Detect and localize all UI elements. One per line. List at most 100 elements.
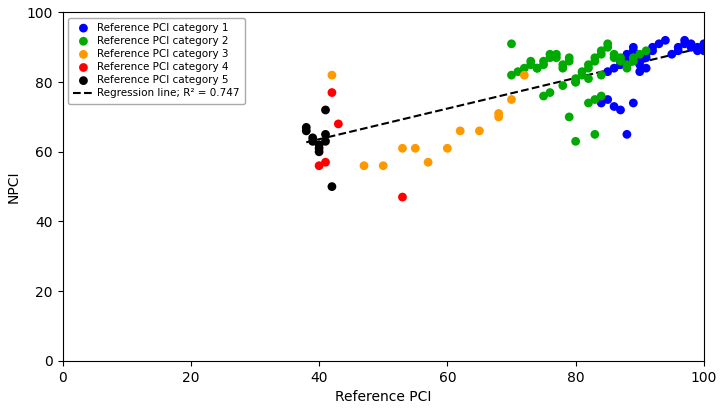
Reference PCI category 1 — [666, 51, 678, 58]
Reference PCI category 2 — [576, 68, 588, 75]
Reference PCI category 5 — [313, 148, 325, 155]
Reference PCI category 5 — [300, 127, 312, 134]
Reference PCI category 1 — [679, 41, 691, 47]
Reference PCI category 2 — [583, 61, 594, 68]
Reference PCI category 2 — [570, 79, 581, 85]
Reference PCI category 5 — [307, 134, 319, 141]
Reference PCI category 1 — [615, 61, 626, 68]
Reference PCI category 2 — [563, 58, 575, 65]
Reference PCI category 2 — [583, 65, 594, 72]
Reference PCI category 1 — [698, 48, 710, 54]
Reference PCI category 1 — [608, 103, 620, 110]
Reference PCI category 3 — [326, 72, 337, 79]
Reference PCI category 2 — [525, 58, 536, 65]
Reference PCI category 2 — [583, 100, 594, 106]
Y-axis label: NPCI: NPCI — [7, 171, 21, 203]
Reference PCI category 3 — [397, 145, 408, 152]
Reference PCI category 1 — [608, 65, 620, 72]
Reference PCI category 1 — [640, 65, 652, 72]
Reference PCI category 4 — [326, 89, 337, 96]
Reference PCI category 2 — [595, 51, 607, 58]
Reference PCI category 5 — [307, 138, 319, 145]
X-axis label: Reference PCI: Reference PCI — [335, 390, 432, 404]
Reference PCI category 3 — [377, 162, 389, 169]
Reference PCI category 2 — [538, 93, 550, 99]
Reference PCI category 1 — [602, 96, 613, 103]
Reference PCI category 1 — [628, 48, 639, 54]
Reference PCI category 1 — [615, 107, 626, 113]
Reference PCI category 2 — [505, 72, 517, 79]
Reference PCI category 1 — [621, 54, 633, 61]
Reference PCI category 1 — [698, 41, 710, 47]
Reference PCI category 1 — [621, 51, 633, 58]
Reference PCI category 2 — [505, 41, 517, 47]
Reference PCI category 2 — [550, 51, 562, 58]
Reference PCI category 1 — [634, 58, 646, 65]
Reference PCI category 5 — [300, 124, 312, 131]
Reference PCI category 2 — [634, 51, 646, 58]
Reference PCI category 1 — [660, 37, 671, 44]
Reference PCI category 3 — [410, 145, 421, 152]
Reference PCI category 2 — [595, 72, 607, 79]
Reference PCI category 2 — [615, 58, 626, 65]
Reference PCI category 2 — [595, 93, 607, 99]
Reference PCI category 2 — [531, 65, 543, 72]
Reference PCI category 2 — [557, 82, 568, 89]
Reference PCI category 2 — [628, 54, 639, 61]
Reference PCI category 4 — [313, 162, 325, 169]
Reference PCI category 1 — [640, 51, 652, 58]
Reference PCI category 5 — [320, 131, 332, 138]
Reference PCI category 2 — [570, 75, 581, 82]
Reference PCI category 2 — [595, 48, 607, 54]
Reference PCI category 1 — [615, 58, 626, 65]
Reference PCI category 3 — [442, 145, 453, 152]
Reference PCI category 1 — [653, 41, 665, 47]
Reference PCI category 1 — [647, 44, 658, 51]
Reference PCI category 3 — [455, 127, 466, 134]
Reference PCI category 2 — [589, 131, 601, 138]
Reference PCI category 2 — [563, 54, 575, 61]
Reference PCI category 2 — [589, 54, 601, 61]
Reference PCI category 2 — [550, 54, 562, 61]
Reference PCI category 1 — [628, 44, 639, 51]
Reference PCI category 2 — [602, 44, 613, 51]
Reference PCI category 2 — [544, 54, 556, 61]
Reference PCI category 1 — [634, 68, 646, 75]
Reference PCI category 1 — [602, 68, 613, 75]
Reference PCI category 5 — [326, 183, 337, 190]
Reference PCI category 1 — [628, 100, 639, 106]
Reference PCI category 2 — [563, 114, 575, 120]
Reference PCI category 3 — [493, 114, 505, 120]
Regression line; R² = 0.747 — [699, 45, 708, 50]
Reference PCI category 2 — [538, 58, 550, 65]
Reference PCI category 3 — [493, 110, 505, 117]
Reference PCI category 2 — [621, 61, 633, 68]
Reference PCI category 4 — [332, 120, 344, 127]
Reference PCI category 4 — [397, 194, 408, 200]
Reference PCI category 2 — [531, 65, 543, 72]
Reference PCI category 1 — [691, 48, 703, 54]
Reference PCI category 5 — [320, 107, 332, 113]
Reference PCI category 2 — [557, 61, 568, 68]
Reference PCI category 1 — [595, 100, 607, 106]
Reference PCI category 1 — [691, 44, 703, 51]
Reference PCI category 2 — [538, 61, 550, 68]
Reference PCI category 2 — [608, 51, 620, 58]
Reference PCI category 2 — [544, 51, 556, 58]
Reference PCI category 2 — [544, 89, 556, 96]
Reference PCI category 2 — [570, 79, 581, 85]
Reference PCI category 5 — [320, 138, 332, 145]
Reference PCI category 1 — [673, 48, 684, 54]
Reference PCI category 2 — [589, 58, 601, 65]
Reference PCI category 3 — [422, 159, 434, 166]
Reference PCI category 3 — [473, 127, 485, 134]
Reference PCI category 5 — [313, 145, 325, 152]
Reference PCI category 2 — [621, 65, 633, 72]
Reference PCI category 2 — [628, 58, 639, 65]
Reference PCI category 2 — [570, 138, 581, 145]
Reference PCI category 3 — [505, 96, 517, 103]
Reference PCI category 1 — [673, 44, 684, 51]
Reference PCI category 1 — [679, 37, 691, 44]
Reference PCI category 5 — [313, 141, 325, 148]
Reference PCI category 2 — [583, 75, 594, 82]
